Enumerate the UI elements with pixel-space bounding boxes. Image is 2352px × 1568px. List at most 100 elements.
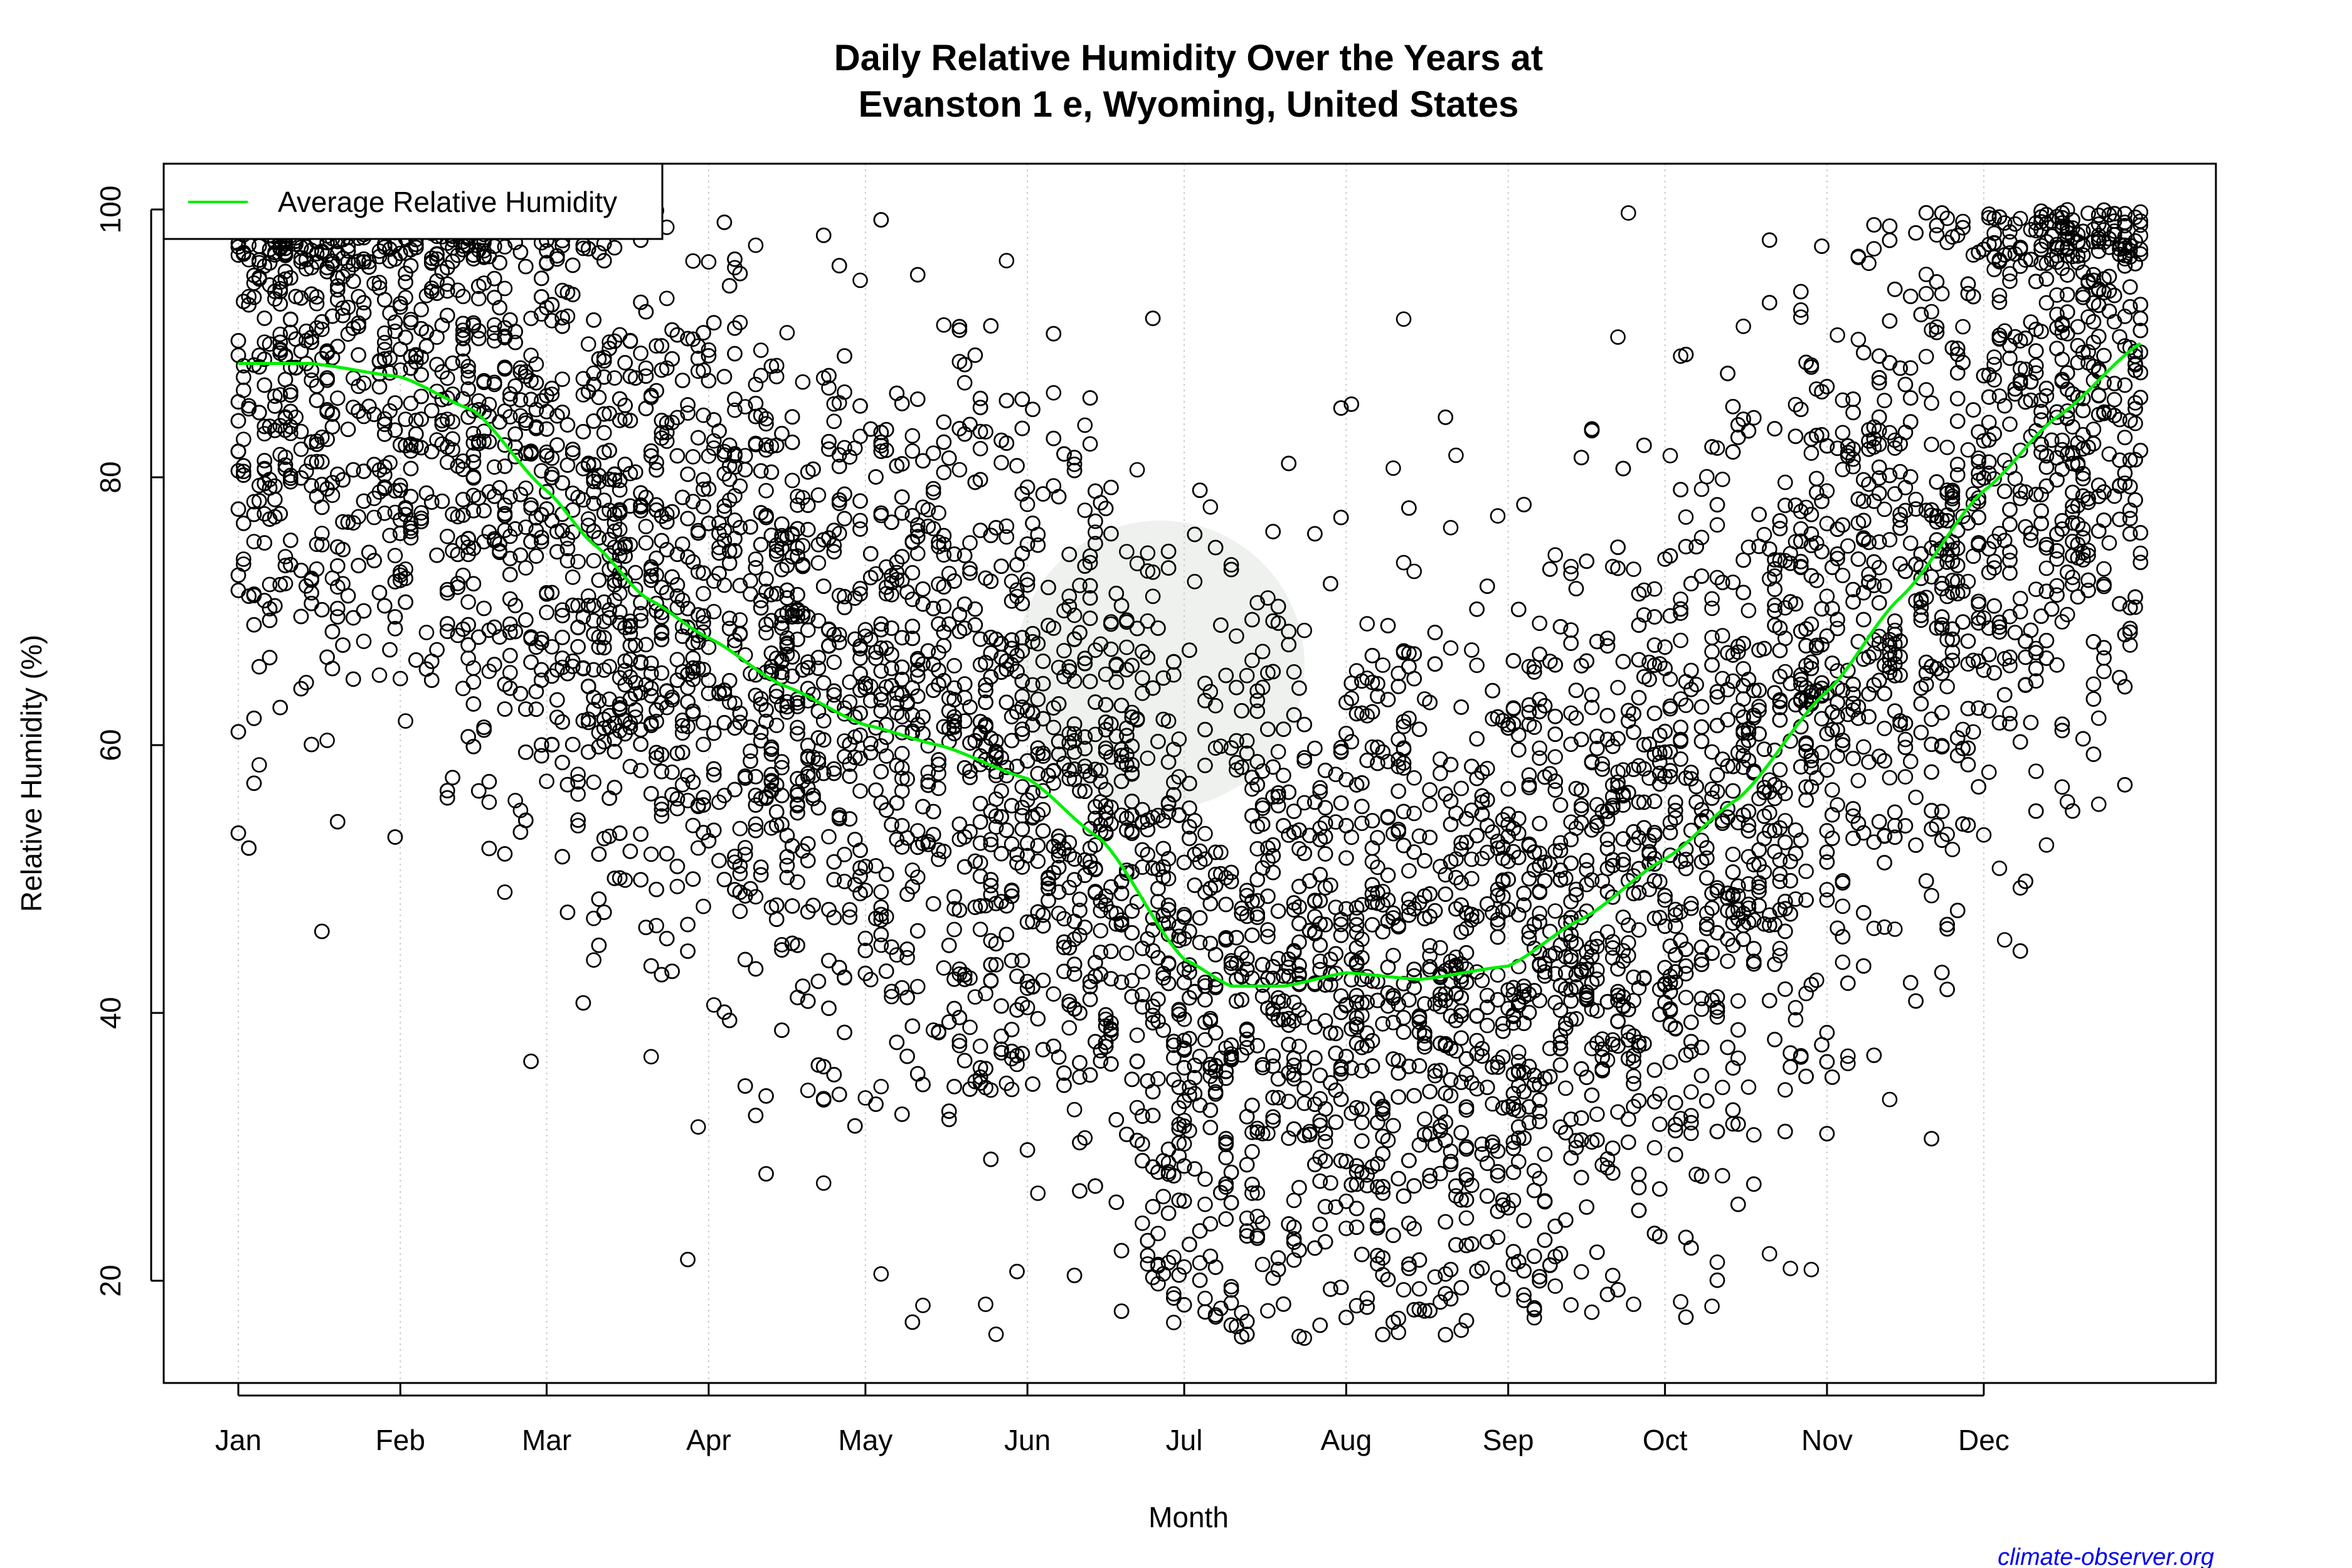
data-point	[371, 667, 388, 683]
data-point	[1668, 918, 1683, 934]
data-point	[1902, 469, 1919, 485]
data-point	[1850, 710, 1867, 726]
data-point	[1709, 1009, 1725, 1025]
data-point	[1254, 1215, 1271, 1231]
data-point	[1480, 761, 1495, 776]
data-point	[701, 342, 717, 358]
data-point	[654, 808, 670, 824]
data-point	[1621, 205, 1636, 221]
data-point	[1809, 972, 1825, 988]
data-point	[1480, 987, 1495, 1004]
data-point	[1986, 262, 2002, 278]
data-point	[1333, 988, 1349, 1004]
data-point	[842, 449, 858, 465]
data-point	[1924, 887, 1939, 904]
data-point	[1207, 972, 1224, 988]
data-point	[988, 1327, 1004, 1342]
data-point	[1511, 1154, 1527, 1170]
data-point	[753, 368, 769, 384]
data-point	[1861, 255, 1877, 272]
data-point	[366, 509, 382, 526]
data-point	[1991, 287, 2008, 304]
data-point	[643, 846, 659, 862]
data-point	[398, 713, 413, 729]
data-point	[967, 989, 983, 1005]
data-point	[1234, 1305, 1249, 1321]
data-point	[586, 553, 601, 569]
data-point	[460, 594, 476, 610]
data-point	[1182, 1123, 1197, 1139]
data-point	[1296, 622, 1312, 638]
data-point	[470, 290, 487, 307]
data-point	[1532, 845, 1547, 861]
data-point	[1239, 733, 1255, 749]
data-point	[1965, 724, 1981, 740]
data-point	[1902, 360, 1919, 376]
data-point	[1077, 758, 1093, 775]
data-point	[936, 317, 952, 333]
data-point	[1098, 666, 1114, 682]
data-point	[1537, 1146, 1553, 1162]
data-point	[1547, 749, 1563, 765]
data-point	[575, 387, 591, 403]
data-point	[1861, 754, 1877, 770]
data-point	[1348, 924, 1365, 941]
data-point	[1328, 814, 1343, 830]
data-point	[392, 245, 408, 262]
data-point	[664, 764, 680, 780]
data-point	[1218, 870, 1234, 886]
data-point	[1113, 741, 1130, 758]
data-point	[2049, 551, 2065, 567]
data-point	[894, 770, 910, 787]
data-point	[1803, 616, 1820, 632]
data-point	[2012, 361, 2028, 377]
data-point	[1626, 969, 1641, 985]
data-point	[1108, 916, 1125, 932]
data-point	[1051, 906, 1067, 921]
data-point	[1646, 581, 1663, 597]
data-point	[1877, 919, 1892, 935]
data-point	[497, 884, 513, 900]
data-point	[376, 334, 393, 351]
data-point	[1981, 206, 1997, 222]
data-point	[1840, 1048, 1856, 1064]
data-point	[1991, 388, 2008, 404]
data-point	[1939, 588, 1955, 605]
data-point	[1902, 753, 1919, 770]
data-point	[1093, 903, 1109, 919]
data-point	[1088, 524, 1103, 540]
data-point	[1594, 756, 1610, 772]
data-point	[246, 534, 262, 549]
data-point	[1192, 854, 1208, 871]
data-point	[235, 464, 252, 480]
data-point	[2038, 388, 2055, 404]
data-point	[748, 889, 764, 905]
data-point	[857, 930, 874, 946]
data-point	[1202, 499, 1219, 515]
data-point	[392, 670, 408, 687]
data-point	[1683, 900, 1699, 916]
data-point	[946, 658, 962, 674]
data-point	[931, 1024, 946, 1040]
data-point	[2127, 395, 2143, 411]
data-point	[460, 358, 476, 374]
data-point	[1427, 1269, 1443, 1285]
data-point	[2049, 287, 2065, 303]
data-point	[1035, 972, 1051, 988]
data-point	[1871, 437, 1887, 453]
data-point	[2018, 484, 2033, 500]
data-point	[654, 665, 670, 681]
data-point	[575, 371, 591, 387]
data-point	[1563, 1297, 1579, 1313]
data-point	[1955, 721, 1971, 738]
data-point	[1291, 934, 1307, 950]
data-point	[1396, 760, 1412, 776]
data-point	[1986, 560, 2002, 576]
data-point	[972, 835, 988, 851]
data-point	[481, 794, 497, 810]
data-point	[1584, 1304, 1600, 1320]
data-point	[523, 310, 539, 327]
data-point	[931, 505, 946, 521]
data-point	[1129, 556, 1145, 571]
data-point	[2117, 338, 2133, 354]
